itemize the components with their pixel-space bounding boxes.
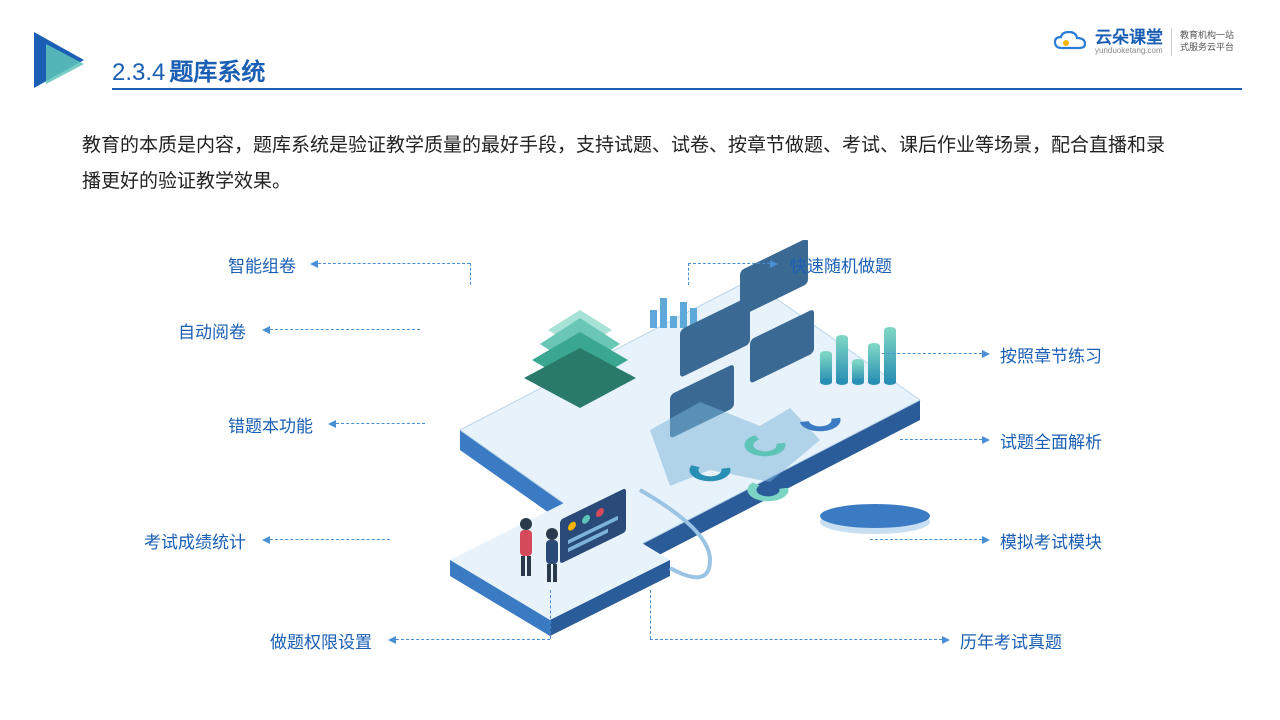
- connector: [270, 539, 390, 540]
- section-number: 2.3.4: [112, 59, 165, 86]
- feature-random-practice: 快速随机做题: [790, 252, 892, 277]
- connector: [318, 263, 470, 264]
- connector: [882, 353, 982, 354]
- feature-score-stats: 考试成绩统计: [144, 528, 246, 553]
- section-title: 题库系统: [169, 59, 265, 86]
- connector: [270, 329, 420, 330]
- connector: [870, 539, 982, 540]
- feature-mistake-book: 错题本功能: [228, 412, 313, 437]
- feature-chapter-practice: 按照章节练习: [1000, 342, 1102, 367]
- description-text: 教育的本质是内容，题库系统是验证教学质量的最好手段，支持试题、试卷、按章节做题、…: [82, 128, 1182, 200]
- connector: [650, 590, 651, 639]
- brand-logo: 云朵课堂 yunduoketang.com 教育机构一站式服务云平台: [1053, 28, 1240, 56]
- isometric-illustration: [350, 240, 930, 660]
- logo-brand: 云朵课堂: [1095, 29, 1163, 46]
- title-underline: [112, 88, 1242, 90]
- cloud-icon: [1053, 30, 1087, 54]
- feature-full-analysis: 试题全面解析: [1000, 428, 1102, 453]
- feature-smart-paper: 智能组卷: [228, 252, 296, 277]
- connector: [650, 639, 942, 640]
- connector: [900, 439, 982, 440]
- connector: [336, 423, 425, 424]
- feature-auto-grade: 自动阅卷: [178, 318, 246, 343]
- connector: [396, 639, 550, 640]
- feature-past-papers: 历年考试真题: [960, 628, 1062, 653]
- logo-domain: yunduoketang.com: [1095, 46, 1163, 56]
- connector: [470, 263, 471, 285]
- header-play-icon: [30, 30, 94, 95]
- feature-mock-exam: 模拟考试模块: [1000, 528, 1102, 553]
- page-title: 2.3.4题库系统: [112, 52, 265, 87]
- connector: [688, 263, 689, 285]
- feature-diagram: 智能组卷 自动阅卷 错题本功能 考试成绩统计 做题权限设置 快速随机做题 按照章…: [130, 230, 1150, 670]
- connector: [550, 590, 551, 639]
- logo-tagline: 教育机构一站式服务云平台: [1180, 30, 1240, 53]
- feature-permission: 做题权限设置: [270, 628, 372, 653]
- logo-divider: [1171, 28, 1172, 56]
- logo-text: 云朵课堂 yunduoketang.com: [1095, 29, 1163, 56]
- connector: [688, 263, 770, 264]
